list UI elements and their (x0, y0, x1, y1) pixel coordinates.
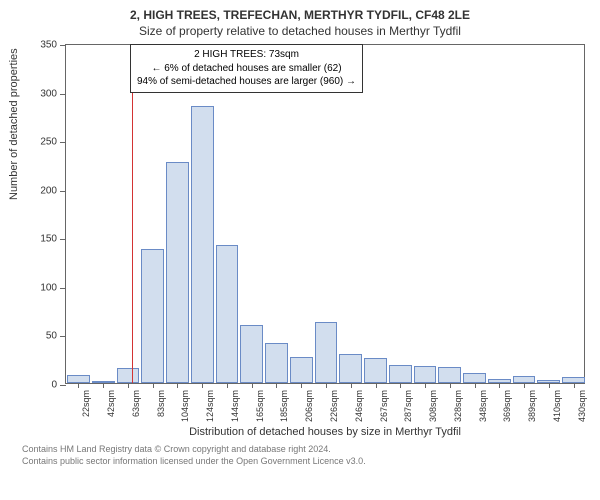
y-tick (60, 191, 66, 192)
x-tick (400, 383, 401, 388)
x-tick (153, 383, 154, 388)
histogram-bar (389, 365, 412, 383)
x-tick (475, 383, 476, 388)
annotation-line: 2 HIGH TREES: 73sqm (137, 48, 356, 62)
x-tick-label: 226sqm (329, 390, 339, 422)
x-tick (227, 383, 228, 388)
histogram-bar (513, 376, 536, 383)
histogram-bar (315, 322, 338, 383)
y-tick (60, 336, 66, 337)
title-line-2: Size of property relative to detached ho… (10, 24, 590, 38)
x-tick (450, 383, 451, 388)
x-tick-label: 165sqm (255, 390, 265, 422)
histogram-bar (414, 366, 437, 383)
annotation-line: 94% of semi-detached houses are larger (… (137, 75, 356, 89)
y-tick (60, 385, 66, 386)
y-tick-label: 300 (40, 88, 57, 99)
x-tick-label: 308sqm (428, 390, 438, 422)
x-tick (276, 383, 277, 388)
x-tick (301, 383, 302, 388)
y-tick-label: 350 (40, 40, 57, 51)
x-tick-label: 42sqm (106, 390, 116, 417)
chart-container: 2, HIGH TREES, TREFECHAN, MERTHYR TYDFIL… (0, 0, 600, 500)
x-tick-label: 22sqm (81, 390, 91, 417)
y-tick-label: 100 (40, 282, 57, 293)
x-tick-label: 63sqm (131, 390, 141, 417)
x-tick (128, 383, 129, 388)
histogram-bar (216, 245, 239, 383)
y-tick-label: 0 (51, 380, 57, 391)
x-tick (78, 383, 79, 388)
histogram-bar (191, 106, 214, 383)
annotation-line: ← 6% of detached houses are smaller (62) (137, 62, 356, 76)
histogram-bar (290, 357, 313, 383)
reference-line (132, 45, 133, 383)
y-tick-label: 200 (40, 185, 57, 196)
x-tick (103, 383, 104, 388)
x-tick (499, 383, 500, 388)
x-tick (574, 383, 575, 388)
x-tick-label: 430sqm (577, 390, 587, 422)
histogram-bar (463, 373, 486, 383)
x-axis-label: Distribution of detached houses by size … (65, 426, 585, 438)
y-tick (60, 94, 66, 95)
x-tick-label: 369sqm (502, 390, 512, 422)
histogram-bar (265, 343, 288, 383)
x-tick (524, 383, 525, 388)
x-tick (351, 383, 352, 388)
footnote-line: Contains HM Land Registry data © Crown c… (22, 444, 590, 456)
x-tick (549, 383, 550, 388)
y-axis-label: Number of detached properties (8, 48, 20, 200)
x-tick-label: 246sqm (354, 390, 364, 422)
histogram-bar (364, 358, 387, 383)
footnote: Contains HM Land Registry data © Crown c… (22, 444, 590, 467)
x-tick-label: 410sqm (552, 390, 562, 422)
plot-area: 05010015020025030035022sqm42sqm63sqm83sq… (65, 44, 585, 384)
histogram-bar (67, 375, 90, 383)
y-tick-label: 50 (46, 331, 57, 342)
x-tick-label: 267sqm (379, 390, 389, 422)
y-tick-label: 250 (40, 137, 57, 148)
x-tick-label: 185sqm (279, 390, 289, 422)
histogram-bar (141, 249, 164, 383)
x-tick-label: 348sqm (478, 390, 488, 422)
annotation-box: 2 HIGH TREES: 73sqm ← 6% of detached hou… (130, 44, 363, 93)
x-tick (202, 383, 203, 388)
histogram-bar (166, 162, 189, 383)
histogram-bar (117, 368, 140, 383)
x-tick (376, 383, 377, 388)
title-line-1: 2, HIGH TREES, TREFECHAN, MERTHYR TYDFIL… (10, 8, 590, 22)
x-tick-label: 287sqm (403, 390, 413, 422)
y-tick-label: 150 (40, 234, 57, 245)
x-tick-label: 206sqm (304, 390, 314, 422)
x-tick-label: 83sqm (156, 390, 166, 417)
x-tick-label: 144sqm (230, 390, 240, 422)
histogram-bar (240, 325, 263, 383)
histogram-bar (438, 367, 461, 384)
y-tick (60, 142, 66, 143)
x-tick (177, 383, 178, 388)
histogram-bar (339, 354, 362, 383)
x-tick-label: 104sqm (180, 390, 190, 422)
x-tick (252, 383, 253, 388)
footnote-line: Contains public sector information licen… (22, 456, 590, 468)
x-tick-label: 389sqm (527, 390, 537, 422)
x-tick-label: 124sqm (205, 390, 215, 422)
y-tick (60, 288, 66, 289)
x-tick (326, 383, 327, 388)
x-tick (425, 383, 426, 388)
y-tick (60, 45, 66, 46)
x-tick-label: 328sqm (453, 390, 463, 422)
y-tick (60, 239, 66, 240)
